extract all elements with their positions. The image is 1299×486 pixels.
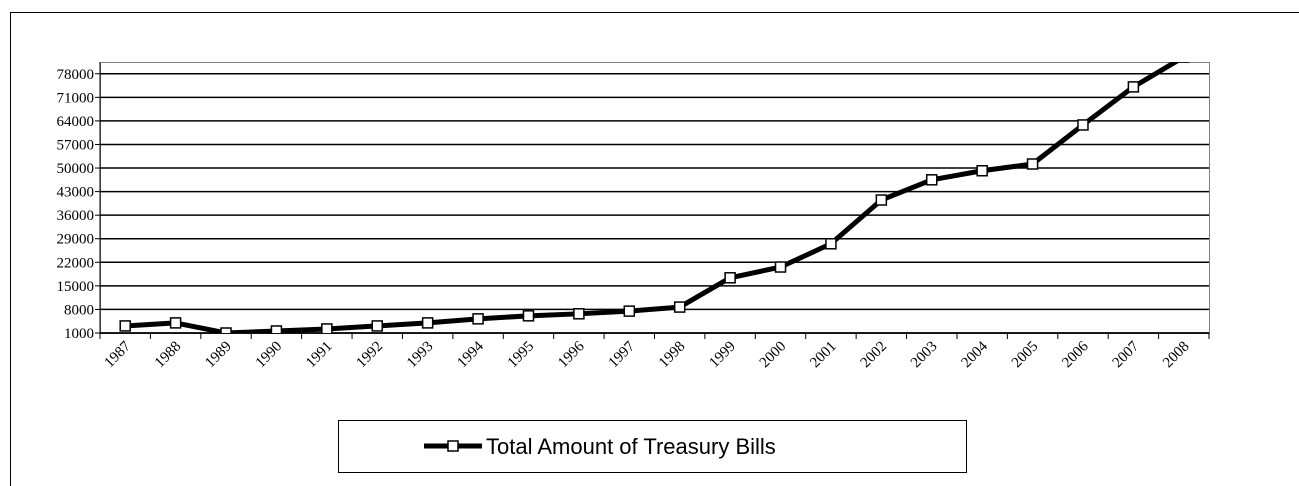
x-tick-label: 1993 [404,339,437,372]
x-tick-label: 1990 [253,339,286,372]
x-tick-label: 1996 [555,338,588,371]
series-line [125,62,1181,333]
x-tick-label: 2000 [757,339,790,372]
y-tick-label: 57000 [57,137,95,153]
y-tick-label: 15000 [57,279,95,295]
y-tick-label: 50000 [57,161,95,177]
x-tick-label: 1994 [454,338,487,371]
data-point [1077,119,1089,131]
y-tick-label: 22000 [57,255,95,271]
x-tick-label: 1999 [706,339,739,372]
data-point [1026,158,1039,170]
y-tick-label: 8000 [64,302,94,318]
x-tick-label: 1989 [202,339,235,372]
data-point [472,313,484,325]
x-tick-label: 1997 [606,338,639,371]
x-tick-label: 2006 [1059,338,1092,371]
x-tick-label: 2008 [1160,339,1193,372]
x-tick-label: 1987 [102,338,135,371]
data-point [724,272,736,284]
x-tick-label: 1998 [656,339,689,372]
data-point [1127,81,1140,93]
data-point [623,305,636,317]
data-point [119,320,131,332]
x-tick-label: 2004 [958,338,991,371]
x-tick-label: 1995 [505,339,538,372]
y-tick-label: 1000 [64,326,94,342]
data-point [673,301,686,313]
y-tick-label: 64000 [57,114,95,130]
x-tick-label: 2002 [858,339,891,372]
data-point [169,317,182,329]
data-point [825,238,837,250]
y-tick-label: 43000 [57,185,95,201]
x-tick-label: 1992 [354,339,387,372]
x-tick-label: 1991 [303,339,336,372]
x-tick-label: 2005 [1009,339,1042,372]
data-point [522,310,535,322]
data-point [976,164,988,177]
x-tick-label: 2003 [908,339,941,372]
data-point [371,320,383,332]
series [119,62,1190,333]
y-tick-label: 78000 [57,67,95,83]
y-tick-label: 29000 [57,232,95,248]
plot-area [100,62,1210,334]
x-tick-label: 1988 [152,339,185,372]
data-point [573,308,585,320]
x-tick-label: 2007 [1110,338,1143,371]
x-tick-label: 2001 [807,339,840,372]
legend-label: Total Amount of Treasury Bills [486,434,776,459]
data-point [421,317,434,329]
y-tick-label: 36000 [57,208,95,224]
data-point [1178,62,1190,63]
data-point [875,194,888,206]
data-point [270,325,283,333]
data-point [220,327,232,333]
legend-marker [447,440,459,452]
data-point [774,261,787,273]
y-tick-label: 71000 [57,90,95,106]
chart-frame [10,12,1299,486]
data-point [926,174,938,186]
data-point [321,323,333,333]
